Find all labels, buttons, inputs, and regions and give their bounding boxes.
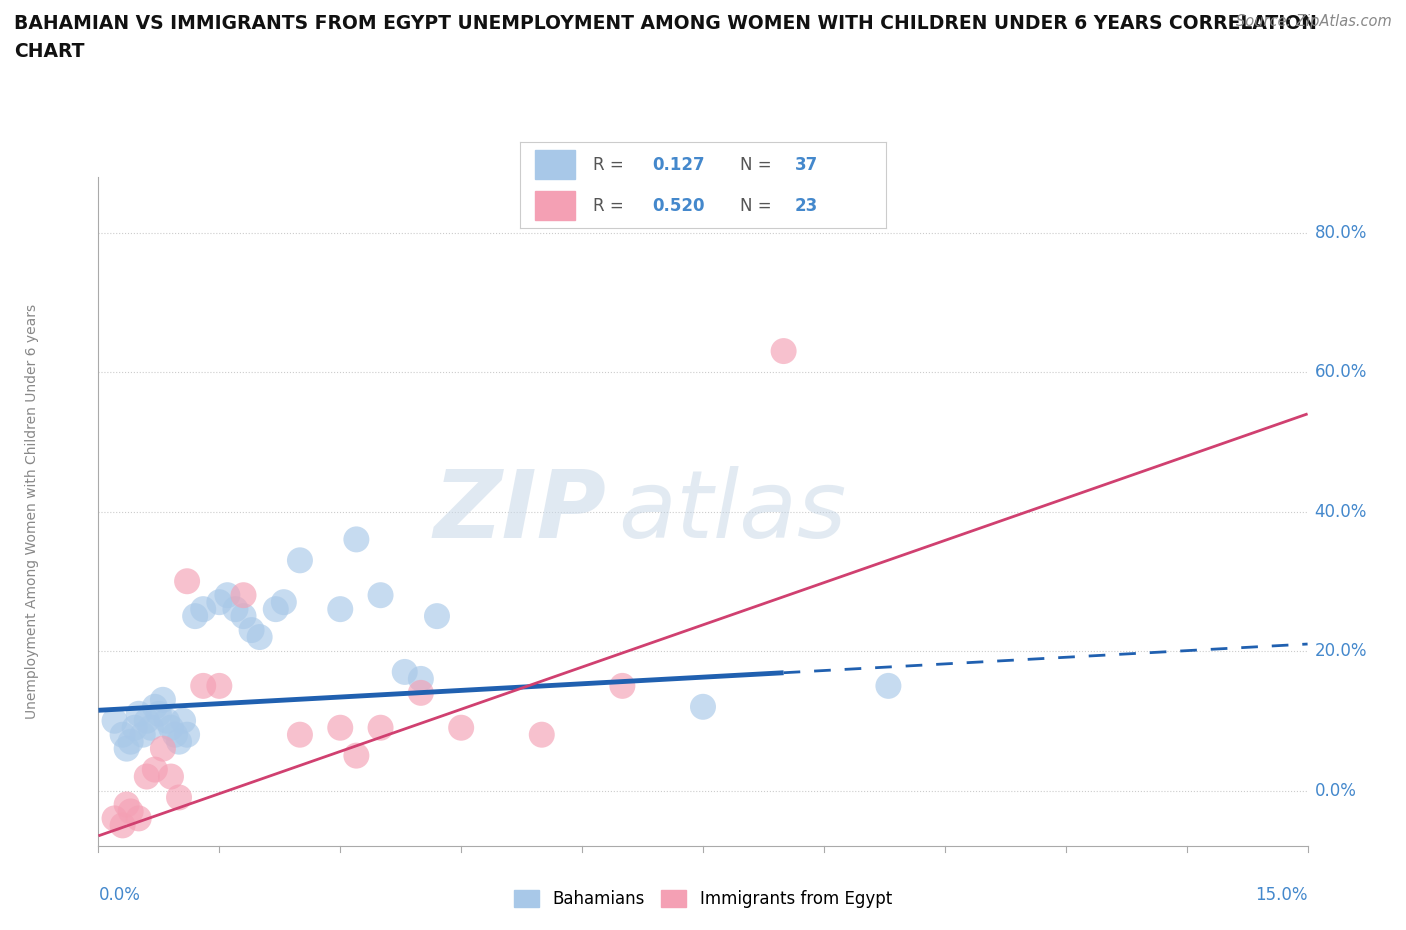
Text: 0.0%: 0.0% [1315,781,1357,800]
Text: 0.520: 0.520 [652,196,704,215]
Point [394,665,416,680]
Point [139,720,162,735]
Point [124,720,146,735]
Point [329,602,352,617]
Point [329,720,352,735]
Point [344,748,367,763]
Bar [534,150,575,179]
Text: Unemployment Among Women with Children Under 6 years: Unemployment Among Women with Children U… [25,304,39,719]
Point [409,685,432,700]
Point [115,741,138,756]
Text: ZIP: ZIP [433,466,606,557]
Point [224,602,246,617]
Point [288,727,311,742]
Point [115,797,138,812]
Point [135,713,157,728]
Point [193,602,215,617]
Point [156,713,179,728]
Point [120,804,142,819]
Point [772,344,794,359]
Text: CHART: CHART [14,42,84,60]
Point [120,735,142,750]
Point [612,679,634,694]
Text: N =: N = [740,196,776,215]
Point [208,595,231,610]
Text: 40.0%: 40.0% [1315,502,1367,521]
Point [193,679,215,694]
Point [143,699,166,714]
Point [426,609,449,624]
Legend: Bahamians, Immigrants from Egypt: Bahamians, Immigrants from Egypt [508,884,898,915]
Text: 15.0%: 15.0% [1256,886,1308,905]
Point [132,727,155,742]
Point [249,630,271,644]
Point [111,727,134,742]
Point [176,727,198,742]
Point [160,720,183,735]
Point [152,692,174,708]
Point [167,790,190,805]
Point [273,595,295,610]
Point [163,727,186,742]
Point [344,532,367,547]
Text: 20.0%: 20.0% [1315,642,1367,660]
Point [160,769,183,784]
Point [152,741,174,756]
Point [111,818,134,833]
Text: 0.0%: 0.0% [98,886,141,905]
Point [103,811,125,826]
Point [128,811,150,826]
Text: R =: R = [593,155,630,174]
Text: BAHAMIAN VS IMMIGRANTS FROM EGYPT UNEMPLOYMENT AMONG WOMEN WITH CHILDREN UNDER 6: BAHAMIAN VS IMMIGRANTS FROM EGYPT UNEMPL… [14,14,1317,33]
Point [217,588,239,603]
Text: 37: 37 [794,155,818,174]
Point [172,713,194,728]
Text: 0.127: 0.127 [652,155,704,174]
Text: 23: 23 [794,196,818,215]
Text: N =: N = [740,155,776,174]
Point [103,713,125,728]
Point [167,735,190,750]
Point [184,609,207,624]
Text: R =: R = [593,196,630,215]
Point [240,623,263,638]
Bar [534,191,575,220]
Point [135,769,157,784]
Point [370,720,392,735]
Point [877,679,900,694]
Point [176,574,198,589]
Text: 60.0%: 60.0% [1315,363,1367,381]
Text: 80.0%: 80.0% [1315,223,1367,242]
Point [143,763,166,777]
Point [450,720,472,735]
Text: atlas: atlas [619,466,846,557]
Point [409,671,432,686]
Text: Source: ZipAtlas.com: Source: ZipAtlas.com [1236,14,1392,29]
Point [370,588,392,603]
Point [232,609,254,624]
Point [264,602,287,617]
Point [530,727,553,742]
Point [148,707,170,722]
Point [128,707,150,722]
Point [288,553,311,568]
Point [232,588,254,603]
Point [208,679,231,694]
Point [692,699,714,714]
